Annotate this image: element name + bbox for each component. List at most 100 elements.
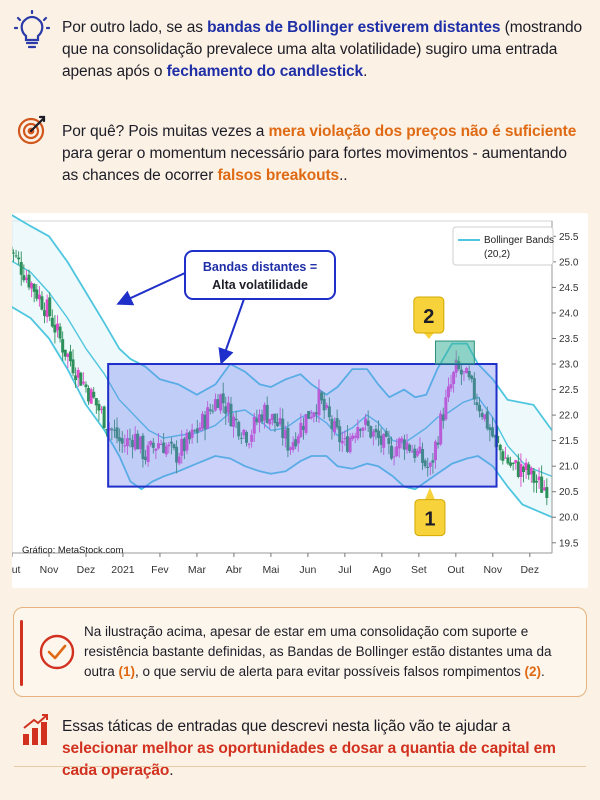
candle-body [154,448,158,451]
candle-body [92,391,96,398]
candle-body [330,418,334,430]
x-tick-label: Fev [151,564,169,576]
candle-body [110,428,114,430]
y-tick-label: 23.0 [559,360,579,371]
candle-body [457,361,461,370]
candle-body [333,421,337,433]
candle-body [63,349,67,357]
candle-body [84,384,88,388]
x-tick-label: Jun [299,564,316,576]
candle-body [527,464,531,475]
y-tick-label: 24.0 [559,308,579,319]
candle-body [501,451,505,461]
chart-source: Gráfico: MetaStock.com [22,545,123,556]
check-circle-icon [39,634,75,670]
candle-body [48,297,52,317]
candle-body [45,299,49,318]
candle-body [156,443,160,449]
candle-body [125,438,129,447]
candle-body [418,446,422,454]
x-tick-label: Out [447,564,464,576]
candle-body [433,441,437,461]
candle-body [384,431,388,437]
marker-label: 1 [424,509,435,531]
candle-body [22,275,26,281]
lower-band-line [12,306,553,519]
candle-body [496,435,500,444]
candle-body [128,438,132,440]
candle-body [74,375,78,381]
candle-body [415,450,419,456]
candle-body [454,359,458,373]
candle-body [234,418,238,421]
candle-body [472,378,476,400]
candle-body [348,437,352,453]
marker-pointer [424,487,435,500]
callout-arrow-left [116,272,186,306]
x-tick-label: Mai [262,564,279,576]
candle-body [182,438,186,452]
candle-body [195,428,199,433]
x-tick-label: Jul [338,564,351,576]
candle-body [294,439,298,447]
y-tick-label: 21.5 [559,436,579,447]
candle-body [120,438,124,444]
candle-body [369,426,373,438]
candle-body [37,294,41,300]
y-tick-label: 20.0 [559,513,579,524]
candle-body [405,442,409,450]
candle-body [55,323,59,331]
candle-body [322,398,326,411]
candle-body [379,435,383,445]
candle-body [540,476,544,493]
candle-body [503,457,507,459]
candle-body [71,359,75,374]
candle-body [402,439,406,450]
footer-paragraph: Essas táticas de entradas que descrevi n… [62,716,584,782]
candle-body [250,434,254,442]
x-tick-label: Ago [373,564,392,576]
candle-body [208,409,212,411]
candle-body [112,429,116,431]
candle-body [151,442,155,448]
p2-end: .. [339,167,348,184]
candle-body [224,406,228,414]
candle-body [392,456,396,458]
card-ref-2: (2) [524,664,541,679]
p1-highlight-close: fechamento do candlestick [166,63,364,80]
candle-body [545,487,549,498]
candle-body [211,410,215,412]
candle-body [175,446,179,463]
candle-body [299,422,303,438]
candle-body [40,296,44,310]
candle-body [200,413,204,429]
footer-highlight: selecionar melhor as oportunidades e dos… [62,740,556,779]
callout-line-1: Bandas distantes = [203,260,317,274]
marker-2: 2 [413,296,445,340]
candle-body [307,411,311,419]
marker-label: 2 [423,306,434,328]
candle-body [81,381,85,384]
candle-body [273,413,277,424]
candle-body [452,372,456,384]
candle-body [247,443,251,445]
candle-body [286,427,290,451]
candle-body [400,438,404,442]
candle-body [281,418,285,439]
candle-body [107,428,111,431]
intro-paragraph-2: Por quê? Pois muitas vezes a mera violaç… [62,121,584,187]
info-card: Na ilustração acima, apesar de estar em … [13,607,587,697]
candle-body [465,368,469,374]
candle-body [480,412,484,417]
legend-params: (20,2) [484,249,510,260]
x-tick-label: Mar [188,564,207,576]
candle-body [30,283,34,289]
y-tick-label: 21.0 [559,462,579,473]
candle-body [449,384,453,389]
candle-body [53,324,57,333]
candle-body [426,466,430,468]
y-tick-label: 20.5 [559,487,579,498]
candle-body [19,262,23,275]
candle-body [358,429,362,431]
p2-text-mid: para gerar o momentum necessário para fo… [62,145,567,184]
